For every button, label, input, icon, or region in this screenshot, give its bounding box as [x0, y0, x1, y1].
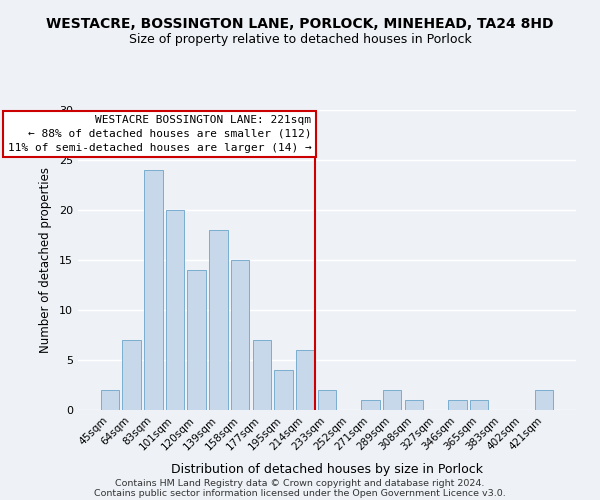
Bar — [231, 260, 250, 410]
Bar — [166, 210, 184, 410]
Bar — [318, 390, 336, 410]
Bar — [187, 270, 206, 410]
Bar — [144, 170, 163, 410]
Text: WESTACRE, BOSSINGTON LANE, PORLOCK, MINEHEAD, TA24 8HD: WESTACRE, BOSSINGTON LANE, PORLOCK, MINE… — [46, 18, 554, 32]
Bar — [470, 400, 488, 410]
Bar — [253, 340, 271, 410]
Bar — [535, 390, 553, 410]
Bar — [404, 400, 423, 410]
Text: Size of property relative to detached houses in Porlock: Size of property relative to detached ho… — [128, 32, 472, 46]
Bar — [383, 390, 401, 410]
Text: Contains HM Land Registry data © Crown copyright and database right 2024.: Contains HM Land Registry data © Crown c… — [115, 479, 485, 488]
Y-axis label: Number of detached properties: Number of detached properties — [39, 167, 52, 353]
X-axis label: Distribution of detached houses by size in Porlock: Distribution of detached houses by size … — [171, 463, 483, 476]
Text: WESTACRE BOSSINGTON LANE: 221sqm
← 88% of detached houses are smaller (112)
11% : WESTACRE BOSSINGTON LANE: 221sqm ← 88% o… — [8, 115, 311, 153]
Bar — [448, 400, 467, 410]
Bar — [296, 350, 314, 410]
Bar — [274, 370, 293, 410]
Text: Contains public sector information licensed under the Open Government Licence v3: Contains public sector information licen… — [94, 489, 506, 498]
Bar — [361, 400, 380, 410]
Bar — [209, 230, 227, 410]
Bar — [101, 390, 119, 410]
Bar — [122, 340, 141, 410]
